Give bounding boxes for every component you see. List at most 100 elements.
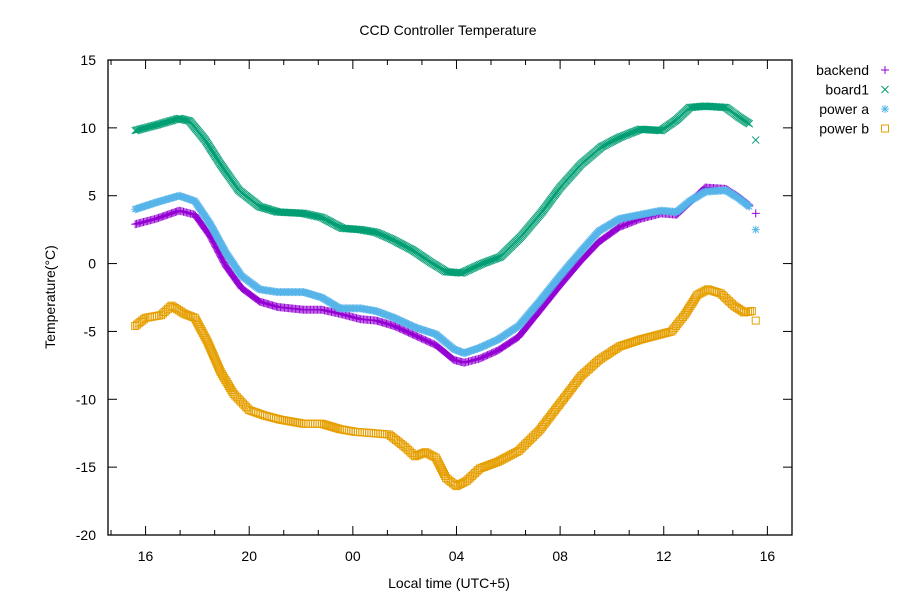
legend-marker-plus-icon [881, 66, 889, 74]
legend-label: power b [819, 121, 869, 137]
data-point [372, 228, 381, 237]
x-tick-label: 16 [760, 548, 776, 564]
data-point [642, 333, 651, 342]
data-point [325, 422, 334, 431]
data-point [703, 285, 712, 294]
y-tick-label: -5 [84, 323, 97, 339]
data-point [657, 330, 666, 339]
legend-label: backend [816, 62, 869, 78]
data-point [329, 423, 338, 432]
data-point [447, 354, 456, 363]
data-point [427, 451, 436, 460]
series-power-a [131, 186, 760, 358]
y-tick-label: -15 [76, 459, 96, 475]
data-point [745, 119, 754, 128]
y-tick-label: 0 [88, 256, 96, 272]
data-point [321, 420, 330, 429]
data-point [479, 462, 488, 471]
series-board1 [131, 102, 760, 277]
data-point [378, 231, 387, 240]
data-point [381, 232, 390, 241]
data-point [630, 127, 638, 136]
data-point [630, 337, 639, 346]
series-power-b [131, 285, 760, 491]
y-tick-label: -10 [76, 391, 96, 407]
plot-frame [107, 59, 793, 536]
data-point [644, 333, 653, 342]
data-point [489, 459, 498, 468]
data-point [495, 253, 504, 262]
x-tick-label: 00 [345, 548, 361, 564]
data-point [487, 459, 496, 468]
legend-marker-star-icon [881, 105, 889, 113]
data-point [628, 338, 637, 347]
data-point [751, 225, 760, 234]
y-tick-label: 15 [80, 52, 96, 68]
data-point [631, 127, 640, 136]
data-point [413, 451, 422, 460]
data-point [477, 463, 486, 472]
chart-title: CCD Controller Temperature [359, 22, 536, 38]
data-point [481, 462, 490, 471]
data-point [377, 230, 386, 239]
data-point [648, 332, 657, 341]
data-point [373, 229, 382, 237]
data-point [615, 133, 624, 142]
data-point [626, 338, 635, 347]
x-tick-label: 20 [241, 548, 257, 564]
data-point [701, 286, 710, 295]
data-point [180, 309, 189, 318]
data-point [615, 342, 624, 351]
data-point [708, 286, 717, 295]
data-point [319, 420, 328, 429]
data-point [494, 253, 502, 262]
legend: backend board1 power a power b [816, 62, 889, 137]
data-point [475, 464, 484, 473]
data-point [646, 332, 655, 341]
data-point [317, 419, 326, 428]
data-point [419, 449, 428, 458]
data-point [184, 311, 193, 320]
data-point [411, 452, 420, 461]
data-point [385, 234, 393, 242]
data-point [622, 130, 631, 139]
data-point [751, 316, 760, 325]
legend-label: power a [819, 101, 869, 117]
data-point [386, 234, 395, 243]
y-axis-label: Temperature(°C) [42, 245, 58, 349]
x-tick-label: 04 [449, 548, 465, 564]
data-point [415, 450, 424, 459]
data-point [640, 334, 649, 343]
legend-marker-square-icon [881, 124, 889, 133]
data-point [617, 341, 626, 350]
data-point [751, 136, 760, 144]
y-tick-label: 5 [88, 188, 96, 204]
data-point [331, 423, 340, 432]
data-point [274, 415, 283, 424]
data-point [634, 336, 643, 345]
data-point [632, 336, 641, 345]
data-point [374, 229, 383, 238]
data-point [383, 233, 392, 242]
plot-area [131, 102, 760, 491]
data-point [653, 331, 662, 340]
data-point [323, 421, 332, 430]
data-point [624, 129, 633, 138]
data-point [485, 460, 494, 469]
data-point [627, 128, 636, 137]
data-point [618, 132, 627, 141]
data-point [661, 329, 670, 338]
data-point [327, 422, 336, 431]
data-point [655, 330, 664, 339]
data-point [380, 231, 388, 240]
data-point [638, 335, 647, 344]
data-point [417, 449, 426, 458]
data-point [376, 230, 384, 238]
data-point [626, 129, 634, 138]
data-point [621, 340, 630, 349]
data-point [619, 131, 628, 140]
data-point [705, 286, 714, 295]
data-point [636, 335, 645, 344]
legend-marker-cross-icon [881, 85, 889, 94]
data-point [720, 103, 729, 112]
